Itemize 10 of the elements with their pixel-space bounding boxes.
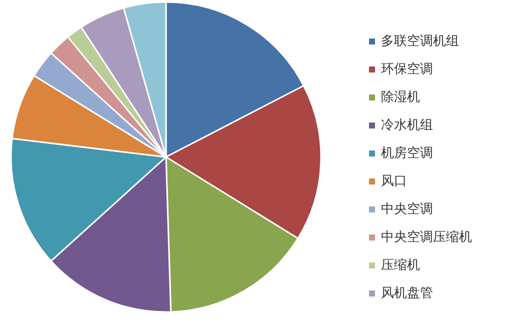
- legend-label: 压缩机: [381, 258, 420, 273]
- legend-label: 中央空调: [381, 202, 433, 217]
- legend-label: 冷水机组: [381, 118, 433, 133]
- legend-label: 中央空调压缩机: [381, 230, 472, 245]
- legend-label: 环保空调: [381, 62, 433, 77]
- legend-label: 机房空调: [381, 145, 433, 161]
- legend-label: 风机盘管: [381, 286, 433, 301]
- legend-label: 风口: [381, 174, 407, 189]
- legend-label: 除湿机: [381, 90, 420, 105]
- legend-label: 多联空调机组: [381, 34, 459, 49]
